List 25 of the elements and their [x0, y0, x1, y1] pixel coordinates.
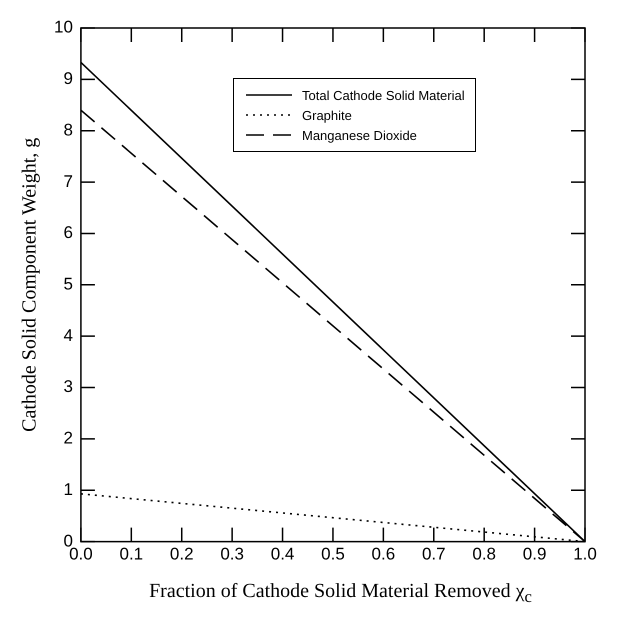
x-tick-label: 0.2	[170, 544, 194, 564]
y-tick-label: 7	[63, 172, 73, 191]
y-tick-label: 2	[63, 428, 73, 448]
y-tick-label: 5	[63, 274, 73, 294]
legend-label: Graphite	[302, 108, 352, 122]
x-tick-label: 0.6	[372, 544, 396, 564]
x-tick-label: 0.4	[270, 544, 294, 564]
y-tick-label: 9	[63, 69, 73, 88]
y-tick-label: 10	[54, 18, 73, 37]
x-tick-label: 0.1	[120, 544, 144, 564]
x-tick-label: 0.5	[321, 544, 345, 564]
y-tick-label: 4	[63, 326, 73, 345]
y-tick-label: 6	[63, 223, 73, 242]
legend-label: Manganese Dioxide	[302, 128, 417, 142]
x-tick-label: 0.3	[220, 544, 244, 564]
x-tick-label: 0.9	[522, 544, 546, 564]
y-tick-label: 3	[63, 377, 73, 396]
y-tick-label: 8	[63, 120, 73, 140]
y-tick-label: 1	[63, 480, 73, 499]
x-tick-label: 1.0	[573, 544, 597, 564]
x-tick-label: 0.7	[422, 544, 446, 564]
x-tick-label: 0.8	[472, 544, 496, 564]
x-axis-title: Fraction of Cathode Solid Material Removed χ$_{c}$	[148, 580, 533, 607]
y-axis-title: Cathode Solid Component Weight, g	[18, 138, 40, 432]
legend-label: Total Cathode Solid Material	[302, 88, 465, 102]
